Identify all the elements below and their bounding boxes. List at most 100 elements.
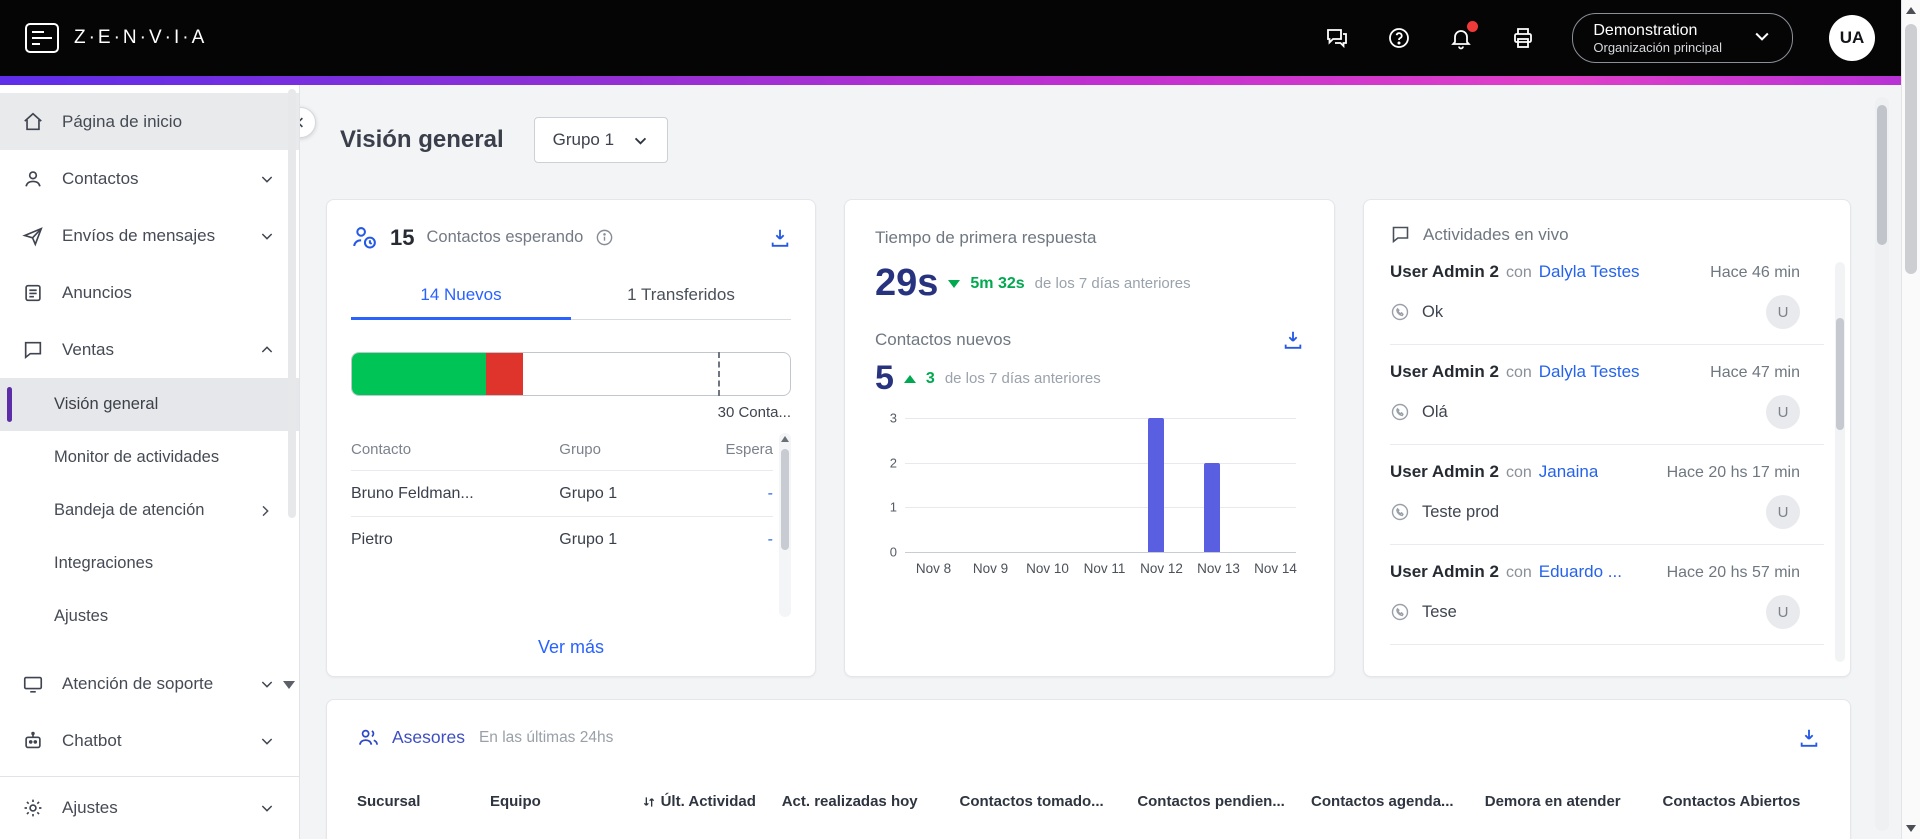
page-scrollbar[interactable]	[1901, 0, 1920, 839]
x-tick: Nov 9	[972, 561, 1009, 576]
scroll-down-arrow[interactable]	[1906, 825, 1916, 832]
sidebar-item-settings[interactable]: Ajustes	[0, 777, 299, 839]
column-sucursal[interactable]: Sucursal	[357, 793, 421, 810]
notifications-icon[interactable]	[1448, 21, 1479, 51]
waiting-table-scrollbar[interactable]	[779, 433, 791, 617]
chevron-up-icon	[259, 342, 275, 358]
sidebar-item-announcements[interactable]: Anuncios	[0, 264, 299, 321]
x-tick: Nov 12	[1140, 561, 1183, 576]
live-activities-card: Actividades en vivo User Admin 2 con Dal…	[1363, 199, 1851, 677]
bar-column	[1240, 418, 1296, 552]
column-equipo[interactable]: Equipo	[489, 793, 541, 810]
list-item[interactable]: User Admin 2 con Eduardo ... Hace 20 hs …	[1390, 545, 1824, 645]
list-item[interactable]: User Admin 2 con Dalyla Testes Hace 46 m…	[1390, 245, 1824, 345]
download-icon[interactable]	[769, 227, 791, 249]
sidebar-item-integrations[interactable]: Integraciones	[0, 537, 299, 590]
top-bar: Z·E·N·V·I·A	[0, 0, 1901, 76]
sidebar-item-contacts[interactable]: Contactos	[0, 150, 299, 207]
column-contactos-pendientes[interactable]: Contactos pendien...	[1137, 793, 1285, 810]
table-row[interactable]: Bruno Feldman... Grupo 1 -	[351, 470, 773, 516]
sidebar-item-label: Envíos de mensajes	[62, 225, 216, 245]
scrollbar-thumb[interactable]	[1836, 318, 1844, 430]
group-select[interactable]: Grupo 1	[533, 117, 669, 163]
activity-con: con	[1505, 564, 1532, 581]
main-scrollbar-thumb[interactable]	[1877, 105, 1887, 245]
scroll-up-arrow[interactable]	[781, 436, 789, 442]
bar-threshold-line	[717, 352, 720, 396]
waiting-count: 15	[390, 224, 415, 250]
info-icon[interactable]	[595, 228, 614, 247]
sidebar-item-chatbot[interactable]: Chatbot	[0, 712, 299, 769]
activity-con: con	[1505, 264, 1532, 281]
activity-contact-link[interactable]: Janaina	[1538, 462, 1599, 481]
sidebar-subitem-label: Ajustes	[54, 607, 109, 625]
chat-bubble-icon	[1392, 226, 1409, 244]
tab-transferred[interactable]: 1 Transferidos	[627, 285, 735, 304]
activity-contact-link[interactable]: Eduardo ...	[1538, 562, 1622, 581]
sidebar-item-message-sends[interactable]: Envíos de mensajes	[0, 207, 299, 264]
cell-group: Grupo 1	[559, 530, 618, 548]
activity-contact-link[interactable]: Dalyla Testes	[1538, 262, 1640, 281]
new-contacts-header: Contactos nuevos	[875, 329, 1304, 351]
activity-message: Teste prod	[1422, 502, 1500, 521]
list-item[interactable]: User Admin 2 con Janaina Hace 20 hs 17 m…	[1390, 445, 1824, 545]
main-scrollbar[interactable]	[1875, 97, 1889, 831]
sidebar-subitem-label: Bandeja de atención	[54, 501, 205, 519]
download-icon[interactable]	[1798, 727, 1820, 749]
sidebar-item-label: Chatbot	[62, 730, 122, 750]
sidebar-item-label: Página de inicio	[62, 111, 183, 131]
conversations-icon[interactable]	[1324, 25, 1350, 51]
chart-x-axis: Nov 8 Nov 9 Nov 10 Nov 11 Nov 12 Nov 13 …	[905, 561, 1304, 576]
people-icon	[359, 729, 378, 745]
table-row[interactable]: Pietro Grupo 1 -	[351, 516, 773, 562]
column-group: Grupo	[559, 441, 601, 458]
sidebar-item-sales-settings[interactable]: Ajustes	[0, 590, 299, 643]
sidebar-item-attention-inbox[interactable]: Bandeja de atención	[0, 484, 299, 537]
activity-time: Hace 47 min	[1710, 364, 1800, 381]
sidebar-collapse-button[interactable]	[300, 107, 316, 138]
activity-user: User Admin 2	[1390, 462, 1499, 481]
download-icon[interactable]	[1282, 329, 1304, 351]
brand[interactable]: Z·E·N·V·I·A	[24, 22, 207, 54]
column-contactos-tomados[interactable]: Contactos tomado...	[959, 793, 1104, 810]
top-bar-actions: Demonstration Organización principal UA	[1324, 12, 1875, 64]
activity-contact-link[interactable]: Dalyla Testes	[1538, 362, 1640, 381]
bar-segment-red	[485, 353, 523, 395]
organization-switcher[interactable]: Demonstration Organización principal	[1572, 12, 1793, 64]
cell-contact: Pietro	[351, 530, 393, 548]
sidebar-scrollbar-thumb[interactable]	[288, 89, 296, 519]
tab-new[interactable]: 14 Nuevos	[351, 273, 571, 320]
new-contacts-value-row: 5 3 de los 7 días anteriores	[875, 359, 1304, 398]
help-icon[interactable]	[1386, 25, 1412, 51]
bar-column	[1184, 418, 1240, 552]
chevron-down-icon	[1752, 26, 1772, 51]
chevron-left-icon	[300, 117, 303, 128]
list-item[interactable]: User Admin 2 con Dalyla Testes Hace 47 m…	[1390, 345, 1824, 445]
sidebar-item-sales[interactable]: Ventas	[0, 321, 299, 378]
live-activities-title: Actividades en vivo	[1423, 224, 1569, 244]
user-avatar[interactable]: UA	[1829, 15, 1875, 61]
column-contactos-agendados[interactable]: Contactos agenda...	[1311, 793, 1454, 810]
whatsapp-icon	[1391, 503, 1409, 521]
contacts-icon	[25, 170, 41, 187]
activities-scrollbar[interactable]	[1835, 262, 1845, 662]
sidebar-scroll-down-arrow[interactable]	[283, 681, 295, 689]
column-demora[interactable]: Demora en atender	[1484, 793, 1621, 810]
sidebar-item-support[interactable]: Atención de soporte	[0, 655, 299, 712]
scrollbar-thumb[interactable]	[781, 449, 789, 551]
page-title: Visión general	[340, 126, 504, 153]
new-contacts-value: 5	[875, 359, 894, 397]
sidebar-item-home[interactable]: Página de inicio	[0, 93, 299, 150]
sidebar-item-overview[interactable]: Visión general	[0, 378, 299, 431]
x-tick: Nov 11	[1083, 561, 1126, 576]
printer-icon[interactable]	[1510, 25, 1536, 51]
sidebar-scrollbar[interactable]	[286, 89, 297, 669]
waiting-card-header: 15 Contactos esperando	[351, 224, 791, 251]
see-more-link[interactable]: Ver más	[537, 637, 605, 657]
column-contactos-abiertos[interactable]: Contactos Abiertos	[1662, 793, 1801, 810]
page-scrollbar-thumb[interactable]	[1905, 24, 1917, 274]
column-act-realizadas[interactable]: Act. realizadas hoy	[781, 793, 918, 810]
sidebar-item-activity-monitor[interactable]: Monitor de actividades	[0, 431, 299, 484]
scroll-up-arrow[interactable]	[1906, 7, 1916, 14]
column-ult-actividad[interactable]: Últ. Actividad	[641, 793, 782, 810]
